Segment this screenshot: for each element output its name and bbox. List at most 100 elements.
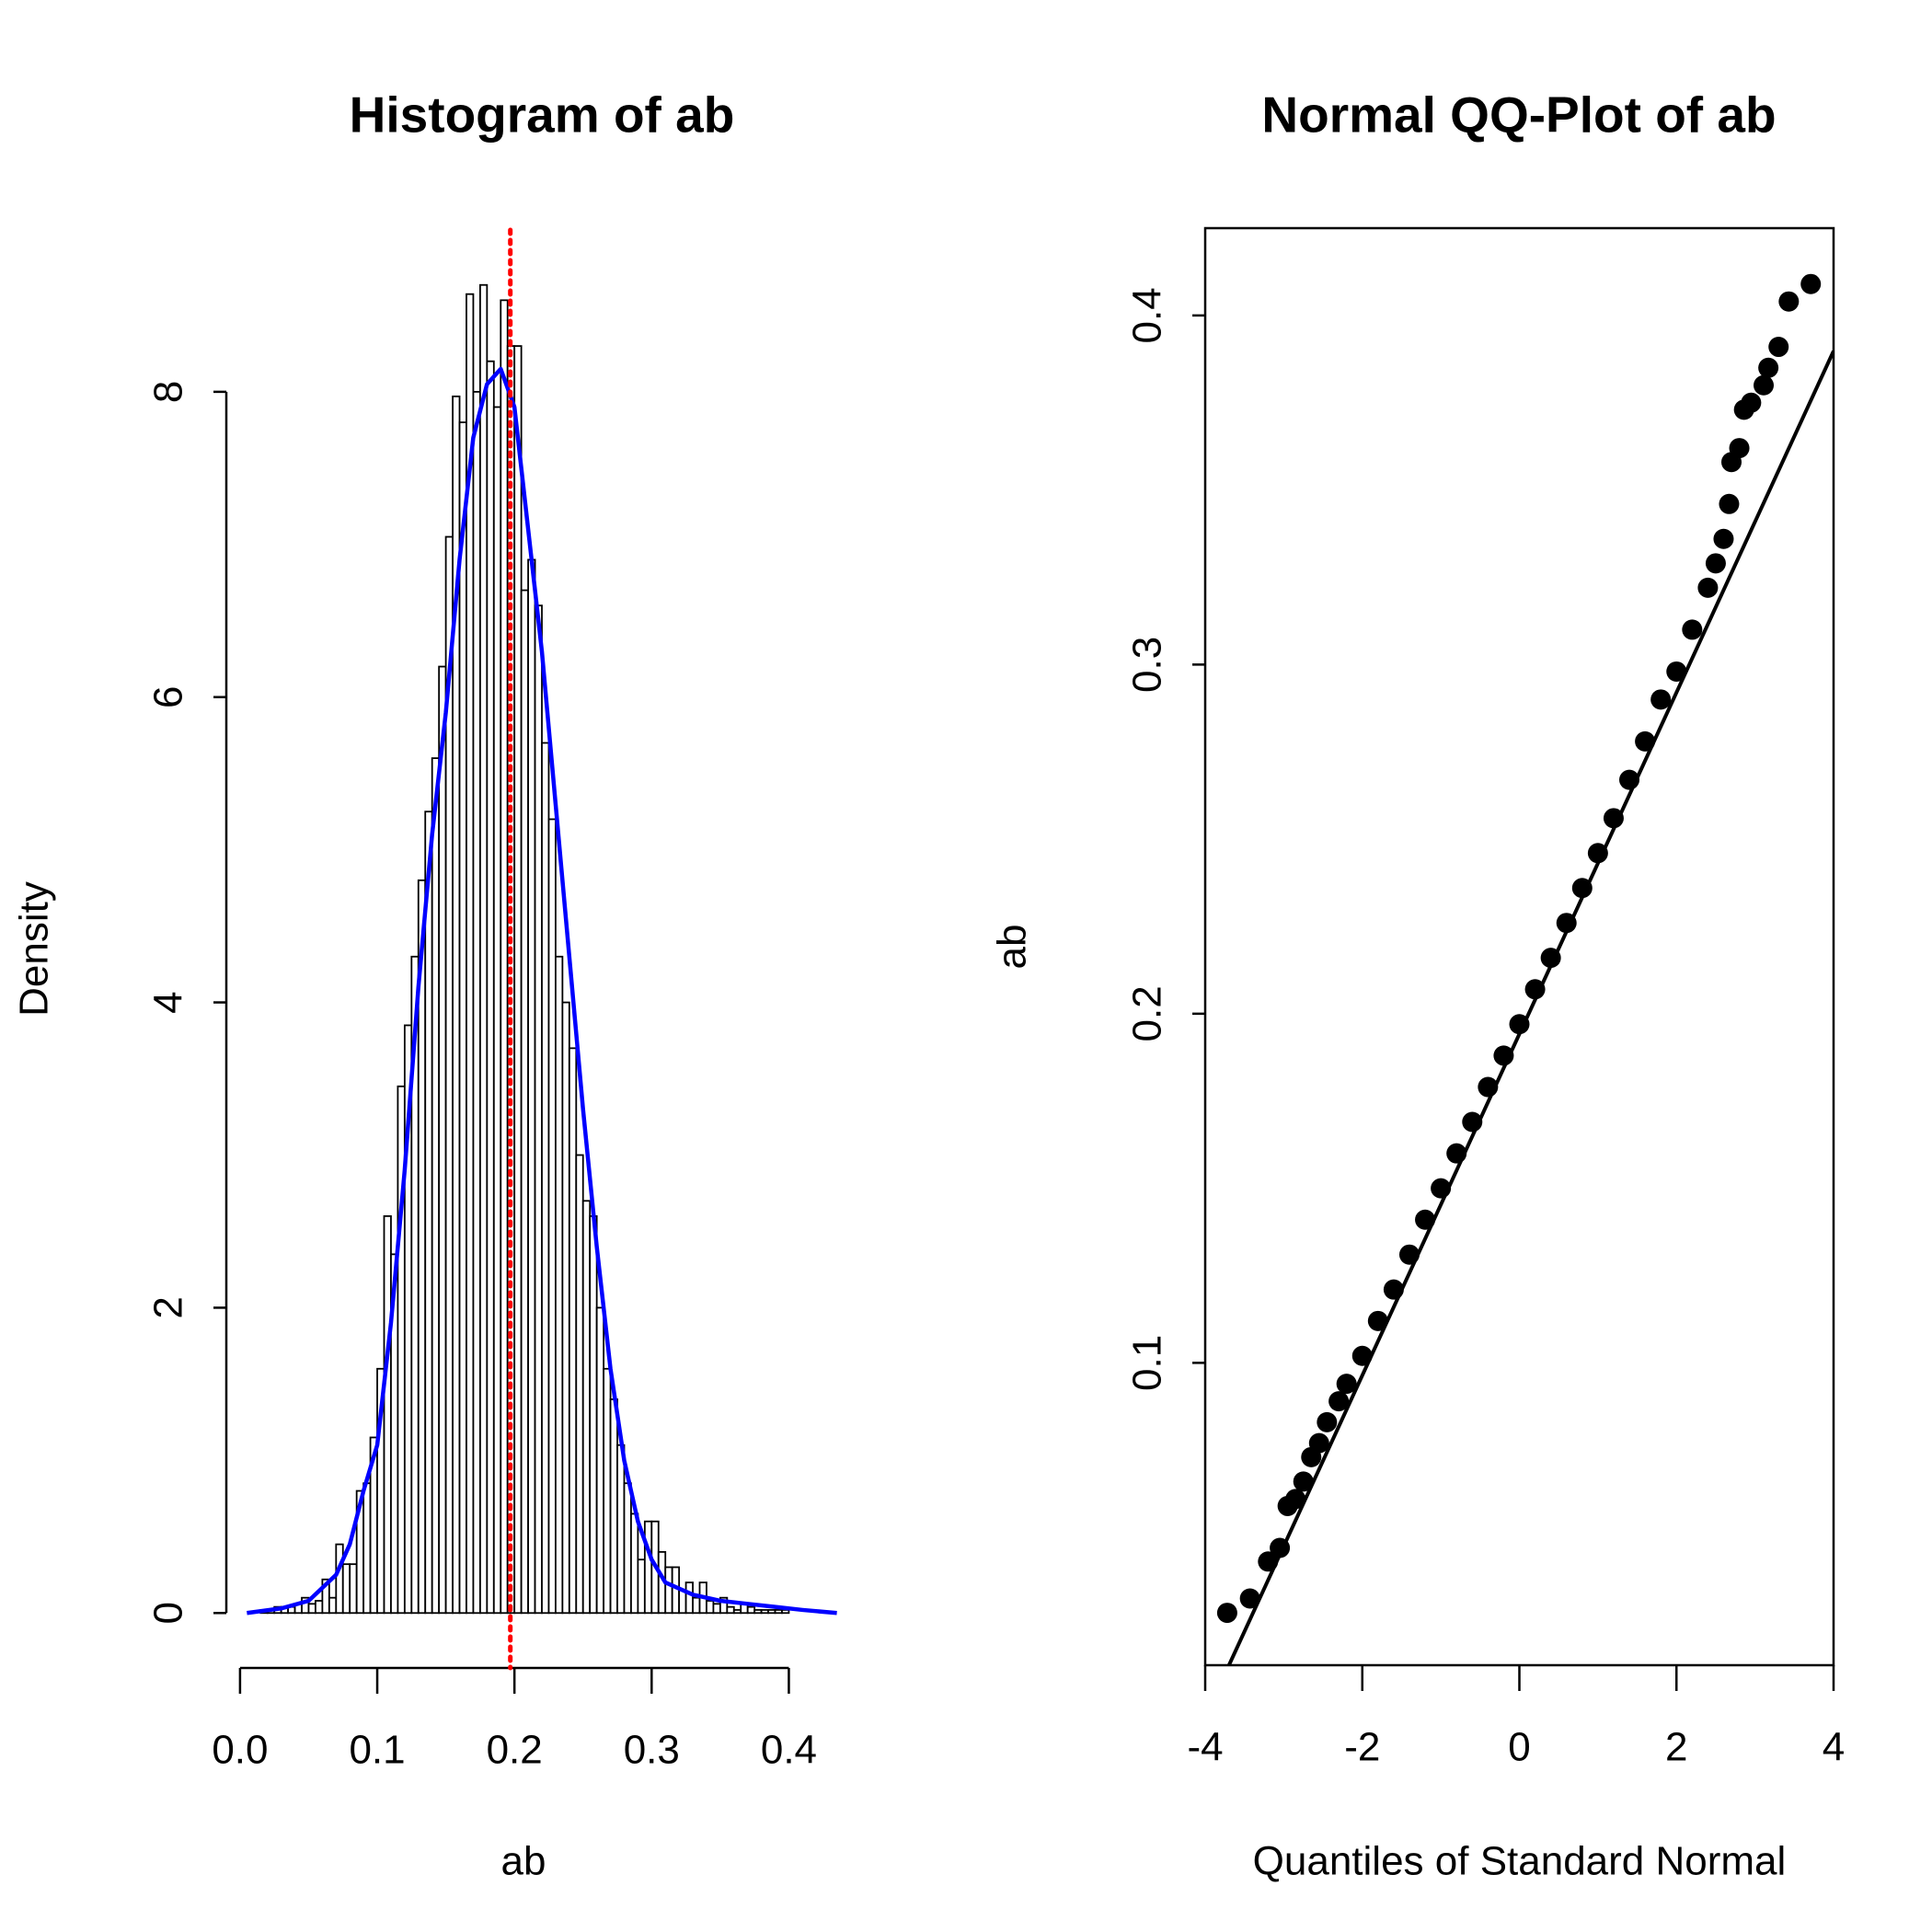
x-tick-label: 2	[1665, 1725, 1687, 1770]
x-tick-label: 0.0	[212, 1728, 268, 1773]
bar	[781, 1609, 790, 1615]
bar	[424, 811, 433, 1615]
x-axis-label: ab	[501, 1839, 546, 1884]
bar	[616, 1443, 626, 1615]
bar	[513, 345, 523, 1615]
point	[1729, 438, 1750, 459]
bar	[383, 1214, 392, 1615]
point	[1540, 948, 1561, 969]
bar	[706, 1600, 715, 1615]
point	[1741, 392, 1762, 413]
x-tick-label: -4	[1187, 1725, 1223, 1770]
bar	[643, 1520, 653, 1615]
point	[1666, 661, 1687, 682]
x-tick-label: 4	[1823, 1725, 1845, 1770]
point	[1239, 1588, 1260, 1609]
bar	[692, 1596, 701, 1615]
bar	[362, 1482, 372, 1615]
point	[1415, 1209, 1436, 1230]
bar	[561, 1001, 570, 1615]
point	[1216, 1603, 1237, 1624]
bar	[595, 1306, 605, 1615]
point	[1509, 1014, 1530, 1035]
point	[1478, 1076, 1499, 1098]
point	[1524, 979, 1546, 1000]
point	[1800, 273, 1822, 294]
x-axis-label: Quantiles of Standard Normal	[1253, 1839, 1787, 1884]
bar	[541, 742, 550, 1615]
bar	[349, 1563, 358, 1615]
point	[1493, 1045, 1514, 1066]
bar	[492, 406, 502, 1615]
bar	[500, 299, 509, 1615]
point	[1308, 1432, 1329, 1454]
bar	[568, 1047, 578, 1615]
bar	[486, 360, 495, 1615]
point	[1431, 1178, 1452, 1199]
point	[1705, 553, 1726, 574]
point	[1383, 1279, 1404, 1300]
bar	[712, 1603, 721, 1615]
bar	[774, 1609, 783, 1615]
x-tick-label: 0	[1508, 1725, 1530, 1770]
y-axis-label: ab	[990, 925, 1035, 970]
bar	[609, 1398, 618, 1615]
point	[1367, 1310, 1388, 1331]
point	[1603, 808, 1624, 829]
bar	[328, 1596, 338, 1615]
x-tick-label: 0.3	[624, 1728, 680, 1773]
point	[1317, 1411, 1338, 1432]
bar	[637, 1558, 646, 1615]
point	[1619, 769, 1640, 790]
x-tick-label: 0.1	[349, 1728, 405, 1773]
bar	[746, 1605, 756, 1615]
point	[1719, 493, 1740, 514]
x-tick-label: -2	[1344, 1725, 1380, 1770]
x-tick-label: 0.2	[487, 1728, 543, 1773]
point	[1258, 1551, 1279, 1572]
y-tick-label: 0.4	[1125, 287, 1170, 343]
bar	[315, 1600, 324, 1615]
point	[1285, 1489, 1306, 1510]
x-tick-label: 0.4	[761, 1728, 817, 1773]
bar	[719, 1596, 729, 1615]
bar	[335, 1543, 344, 1615]
point	[1713, 528, 1734, 549]
bar	[527, 558, 536, 1615]
bar	[684, 1581, 694, 1615]
bar	[726, 1605, 735, 1615]
bar	[458, 421, 467, 1615]
y-tick-label: 8	[146, 381, 191, 403]
point	[1697, 577, 1719, 598]
y-axis-label: Density	[12, 881, 57, 1017]
y-tick-label: 4	[146, 991, 191, 1013]
point	[1556, 913, 1577, 934]
point	[1293, 1471, 1314, 1492]
chart-title: Histogram of ab	[350, 86, 735, 144]
bar	[478, 283, 489, 1615]
point	[1778, 291, 1800, 312]
point	[1635, 730, 1656, 752]
bar	[575, 1154, 584, 1615]
bar	[760, 1609, 769, 1615]
bar	[664, 1566, 673, 1615]
point	[1336, 1374, 1357, 1395]
bar	[307, 1603, 316, 1615]
y-tick-label: 2	[146, 1296, 191, 1318]
point	[1446, 1143, 1467, 1164]
bar	[589, 1214, 598, 1615]
bar	[767, 1609, 776, 1615]
point	[1768, 337, 1789, 358]
point	[1754, 374, 1775, 396]
bar	[581, 1200, 592, 1615]
y-tick-label: 6	[146, 685, 191, 707]
point	[1398, 1244, 1420, 1265]
density-curve	[247, 366, 837, 1616]
bar	[341, 1563, 351, 1615]
point	[1351, 1345, 1373, 1366]
bar	[534, 604, 543, 1615]
bar	[630, 1512, 639, 1615]
bar	[555, 955, 564, 1615]
point	[1571, 878, 1593, 899]
